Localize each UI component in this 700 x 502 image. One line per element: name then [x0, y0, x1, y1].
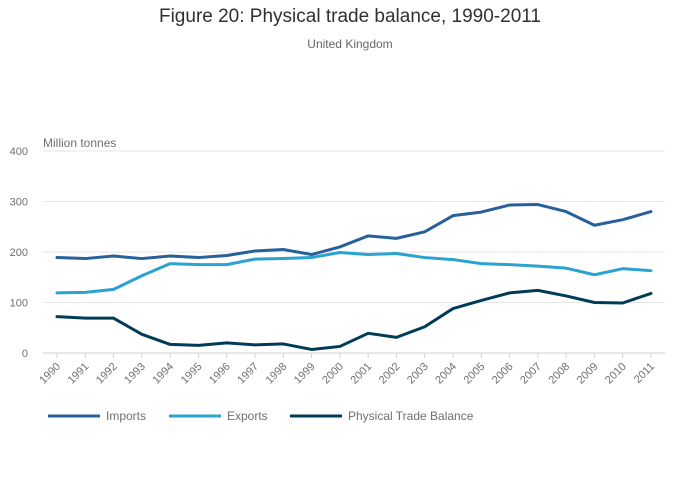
x-tick-1998: 1998	[264, 361, 290, 387]
x-tick-2004: 2004	[433, 361, 459, 387]
y-tick-400: 400	[10, 146, 28, 158]
x-tick-1995: 1995	[179, 361, 205, 387]
legend-label-exports: Exports	[227, 409, 268, 423]
y-tick-100: 100	[10, 298, 28, 310]
x-tick-1993: 1993	[122, 361, 148, 387]
x-tick-2001: 2001	[348, 361, 374, 387]
legend[interactable]: Imports Exports Physical Trade Balance	[48, 409, 474, 423]
x-tick-1999: 1999	[292, 361, 318, 387]
series-lines	[55, 203, 653, 351]
y-tick-300: 300	[10, 197, 28, 209]
x-tick-2011: 2011	[632, 361, 657, 386]
x-tick-2007: 2007	[518, 361, 544, 387]
legend-label-physical-trade-balance: Physical Trade Balance	[348, 409, 474, 423]
series-line-physical-trade-balance	[55, 288, 653, 351]
x-tick-1991: 1991	[66, 361, 92, 387]
legend-item-imports[interactable]: Imports	[48, 409, 146, 423]
x-tick-1992: 1992	[94, 361, 120, 387]
gridlines	[43, 150, 665, 303]
x-tick-1994: 1994	[150, 361, 176, 387]
x-tick-2006: 2006	[490, 361, 516, 387]
x-tick-2009: 2009	[575, 361, 601, 387]
series-line-imports	[55, 203, 653, 261]
y-tick-200: 200	[10, 247, 28, 259]
legend-label-imports: Imports	[106, 409, 146, 423]
y-tick-0: 0	[22, 348, 28, 360]
y-axis-ticks: 0 100 200 300 400	[10, 146, 28, 360]
x-tick-2003: 2003	[405, 361, 431, 387]
x-tick-1996: 1996	[207, 361, 233, 387]
x-tick-2002: 2002	[377, 361, 403, 387]
legend-item-exports[interactable]: Exports	[169, 409, 268, 423]
x-tick-1990: 1990	[37, 361, 63, 387]
y-axis-label: Million tonnes	[43, 136, 116, 150]
x-tick-2000: 2000	[320, 361, 346, 387]
chart-subtitle: United Kingdom	[307, 37, 393, 51]
legend-item-physical-trade-balance[interactable]: Physical Trade Balance	[290, 409, 474, 423]
x-axis-ticks: 1990 1991 1992 1993 1994 1995 1996 1997 1998 1999…	[37, 353, 657, 386]
x-tick-1997: 1997	[235, 361, 261, 387]
x-tick-2005: 2005	[462, 361, 488, 387]
x-tick-2008: 2008	[546, 361, 572, 387]
x-tick-2010: 2010	[603, 361, 629, 387]
chart-title: Figure 20: Physical trade balance, 1990-…	[158, 6, 541, 27]
series-line-exports	[55, 251, 653, 295]
